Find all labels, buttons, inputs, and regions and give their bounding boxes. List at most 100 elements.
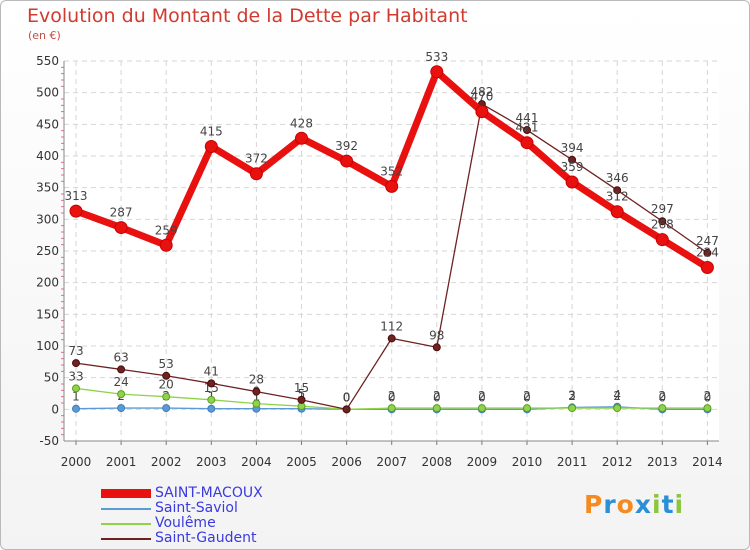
data-point-saint-gaudent [523,126,531,135]
data-label-saint-saviol: 0 [343,390,351,404]
data-point-voul-me [613,404,622,413]
y-tick-label: 100 [36,339,59,353]
data-label-saint-saviol: 0 [388,390,396,404]
x-tick-label: 2014 [692,455,723,469]
legend-swatch [101,537,151,540]
data-point-voul-me [72,384,80,393]
data-point-voul-me [117,390,126,399]
data-point-saint-saviol [207,404,216,413]
y-tick-label: 300 [36,212,59,226]
data-label-voul-me: 2 [568,389,576,403]
logo-letter: P [584,490,604,519]
x-tick-label: 2009 [467,455,498,469]
x-tick-label: 2011 [557,455,588,469]
data-label-saint-macoux: 470 [470,90,493,104]
data-label-voul-me: 2 [658,389,666,403]
data-point-saint-gaudent [568,155,577,164]
data-point-saint-macoux [655,233,669,247]
data-label-saint-macoux: 392 [335,139,358,153]
legend-label: Saint-Saviol [155,500,238,516]
x-tick-label: 2012 [602,455,633,469]
legend-item: SAINT-MACOUX [101,486,263,501]
data-point-voul-me [252,399,261,408]
data-label-saint-gaudent: 482 [470,85,493,99]
data-point-saint-macoux [249,167,263,181]
data-label-saint-gaudent: 297 [651,202,674,216]
data-label-saint-saviol: 0 [658,390,666,404]
x-tick-label: 2001 [106,455,137,469]
legend-item: Voulême [101,516,263,531]
data-point-saint-saviol [117,404,126,413]
data-label-voul-me: 0 [343,390,351,404]
data-point-saint-gaudent [207,379,216,388]
data-point-saint-saviol [72,404,80,413]
x-tick-label: 2007 [376,455,407,469]
y-tick-label: 450 [36,117,59,131]
data-label-voul-me: 33 [68,369,83,383]
chart-title: Evolution du Montant de la Dette par Hab… [27,5,468,27]
data-label-voul-me: 20 [159,378,174,392]
data-point-saint-saviol [162,404,171,413]
data-point-saint-macoux [295,131,308,145]
data-label-voul-me: 2 [388,389,396,403]
data-label-voul-me: 2 [478,389,486,403]
data-label-saint-gaudent: 112 [380,319,403,333]
y-tick-label: 150 [36,307,59,321]
x-tick-label: 2004 [241,455,272,469]
data-point-saint-macoux [340,154,354,168]
data-label-voul-me: 2 [613,389,621,403]
data-point-voul-me [387,404,396,413]
data-label-voul-me: 2 [433,389,441,403]
legend-label: SAINT-MACOUX [155,485,263,501]
data-label-saint-gaudent: 394 [561,141,584,155]
y-tick-label: 500 [36,86,59,100]
data-point-saint-macoux [204,140,218,153]
data-label-saint-gaudent: 53 [159,357,174,371]
logo-letter: o [616,490,635,519]
data-label-saint-macoux: 421 [516,121,539,135]
data-point-saint-gaudent [387,334,396,343]
data-label-voul-me: 24 [113,375,128,389]
x-tick-label: 2013 [647,455,678,469]
data-label-saint-saviol: 1 [253,390,261,404]
legend-item: Saint-Gaudent [101,531,263,546]
data-label-saint-gaudent: 247 [696,234,719,248]
data-label-saint-macoux: 259 [155,223,178,237]
data-point-saint-macoux [114,221,128,235]
data-label-saint-macoux: 372 [245,152,268,166]
logo-letter: x [634,490,652,519]
data-point-saint-macoux [159,238,173,252]
data-label-saint-gaudent: 346 [606,171,629,185]
data-label-saint-macoux: 359 [561,160,584,174]
data-label-saint-saviol: 3 [568,388,576,402]
data-point-saint-gaudent [72,359,80,368]
data-point-voul-me [703,404,712,413]
legend-label: Saint-Gaudent [155,530,257,546]
legend-swatch [101,489,151,498]
y-tick-label: 200 [36,276,59,290]
data-point-saint-macoux [565,175,579,189]
data-label-saint-gaudent: 41 [204,364,219,378]
y-tick-label: -50 [39,434,59,448]
data-point-saint-macoux [385,179,399,193]
data-label-saint-macoux: 312 [606,190,629,204]
logo-letter: i [674,490,685,519]
y-tick-label: 0 [51,402,59,416]
proxiti-logo: Proxiti [584,490,684,519]
data-label-saint-macoux: 287 [110,206,133,220]
y-tick-label: 400 [36,149,59,163]
y-tick-label: 50 [44,371,59,385]
data-point-voul-me [432,404,441,413]
data-point-saint-gaudent [703,248,712,257]
data-point-saint-gaudent [658,217,667,226]
data-label-saint-gaudent: 0 [343,390,351,404]
data-point-saint-gaudent [613,186,622,195]
data-point-voul-me [568,404,577,413]
data-point-saint-macoux [610,205,624,219]
data-label-voul-me: 2 [704,389,712,403]
y-tick-label: 250 [36,244,59,258]
data-point-saint-macoux [430,65,444,79]
data-label-saint-macoux: 428 [290,116,313,130]
